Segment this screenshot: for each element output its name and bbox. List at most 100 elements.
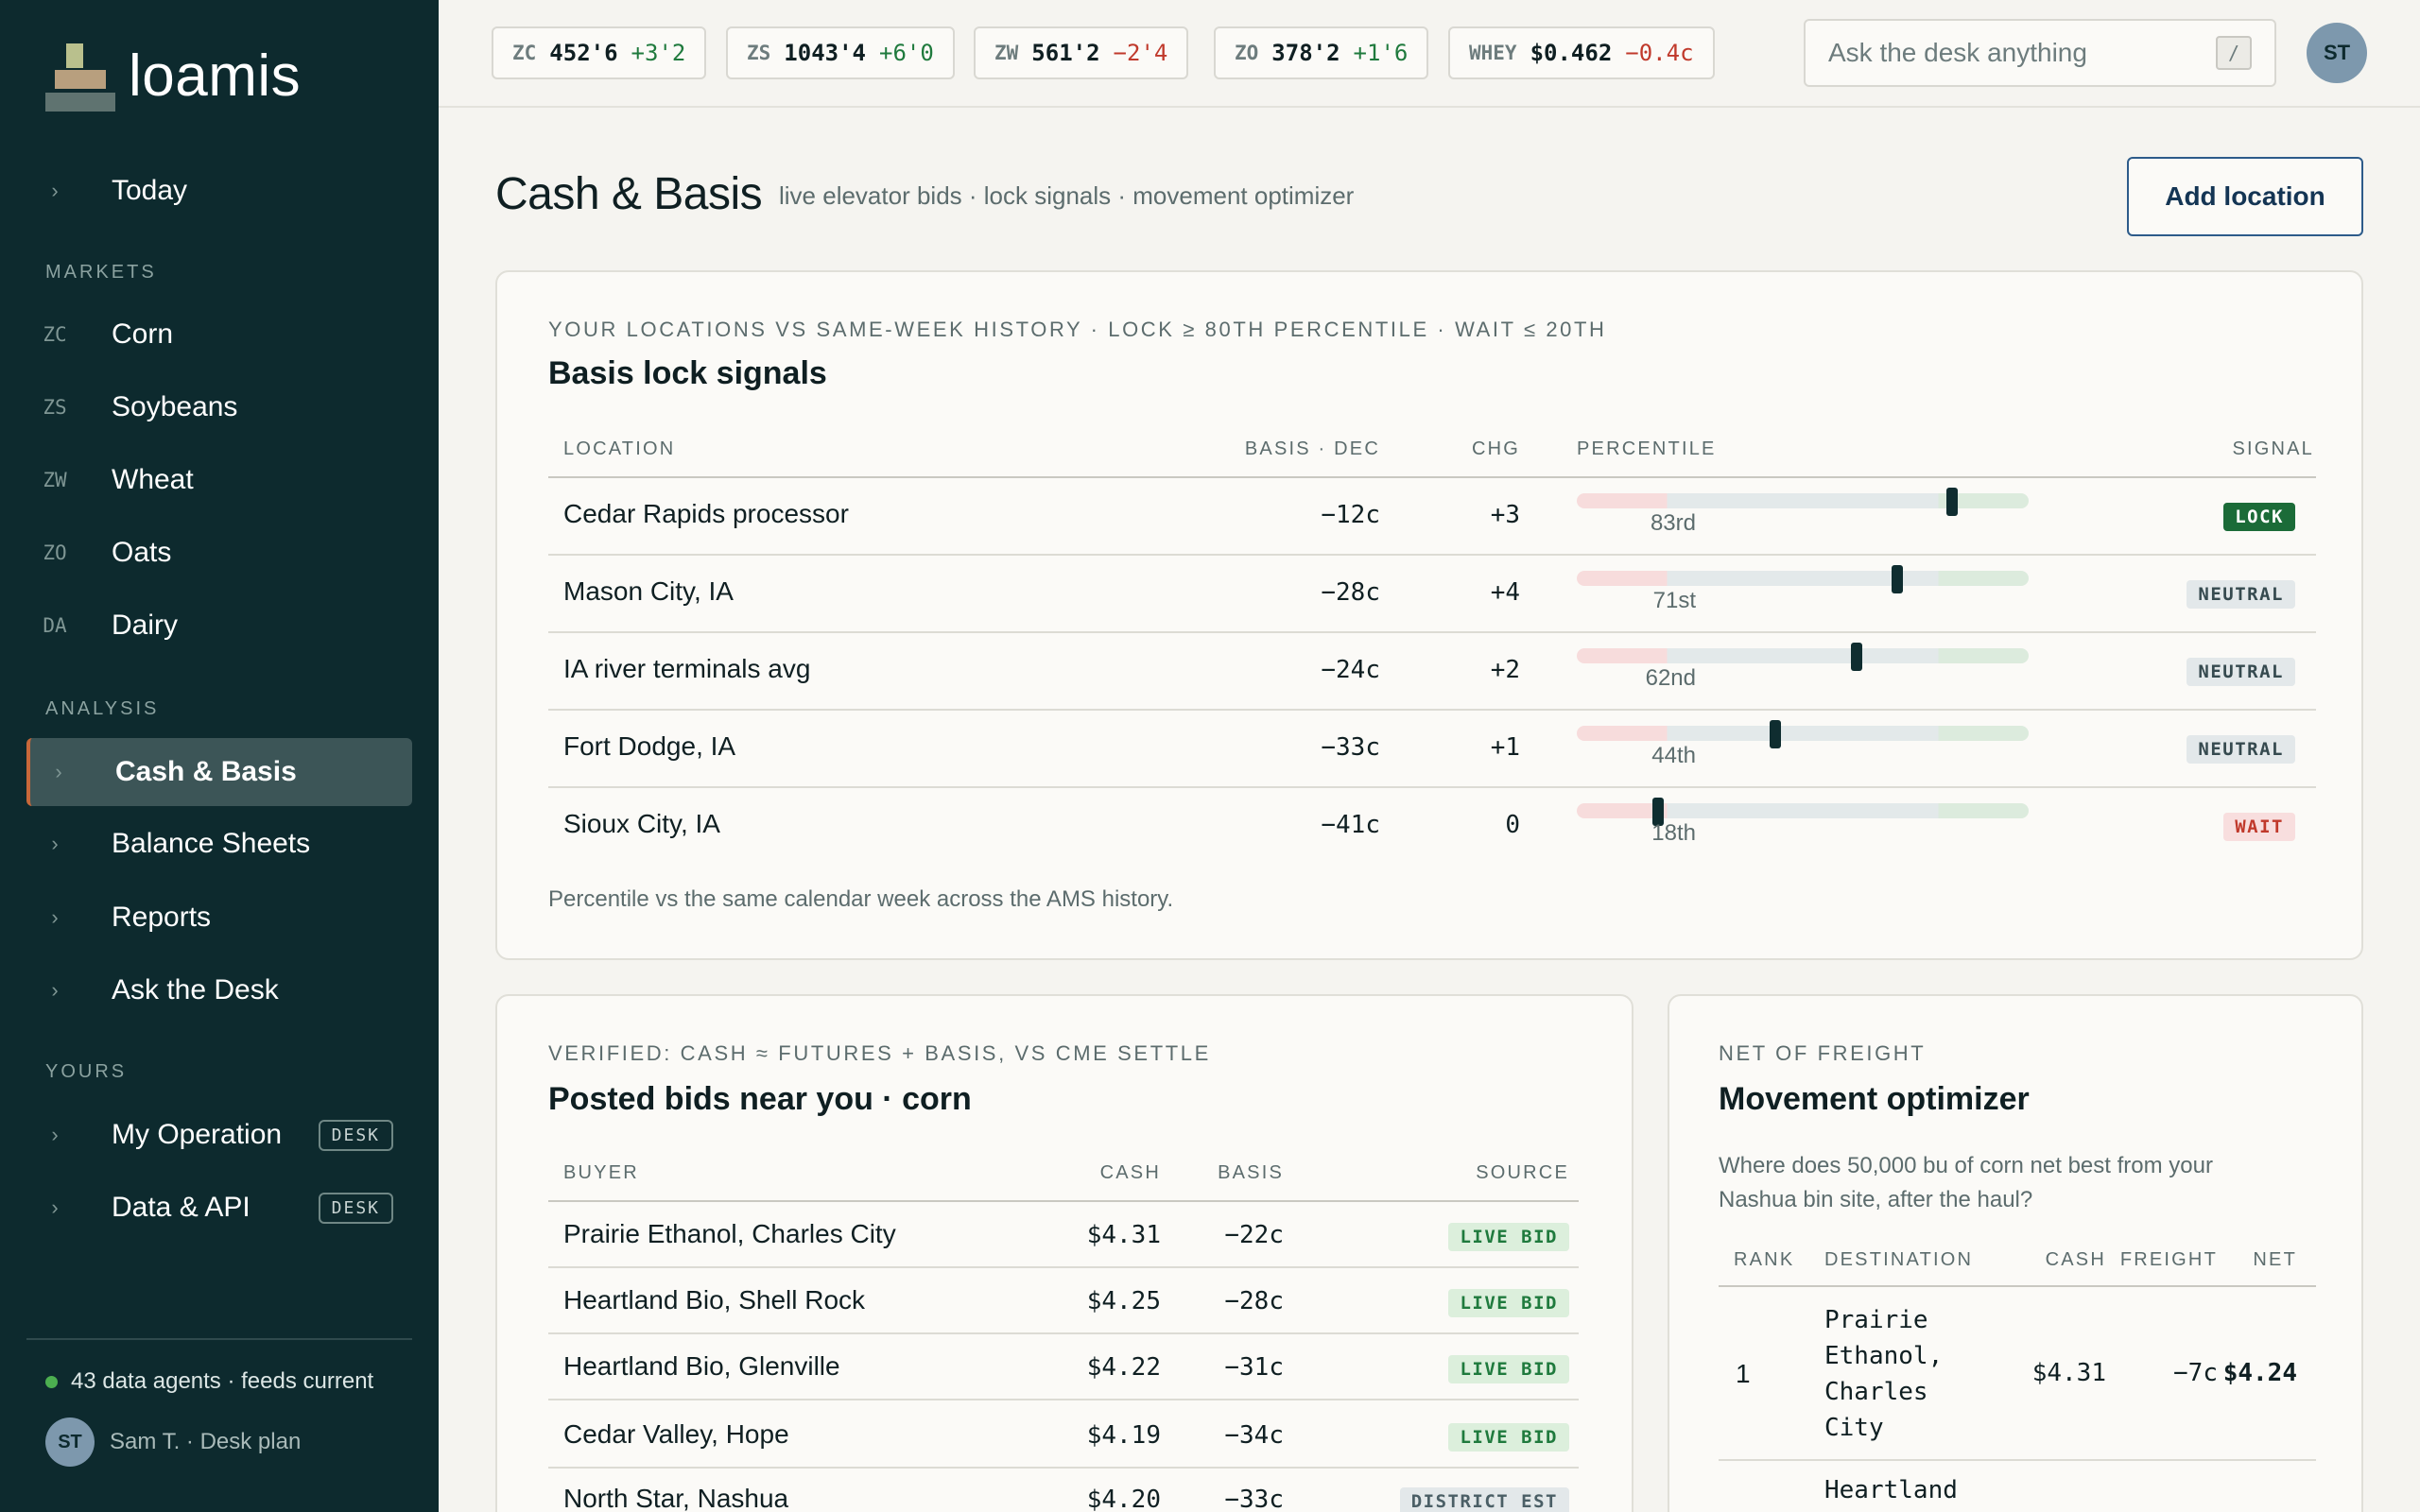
rank-cell: 1 xyxy=(1736,1359,1751,1388)
destination-cell: Heartland xyxy=(1824,1476,1958,1504)
buyer-cell: Heartland Bio, Shell Rock xyxy=(563,1285,866,1314)
net-cell: $4.24 xyxy=(2222,1359,2297,1387)
shortcut-key: / xyxy=(2216,36,2252,70)
nav-market-wheat[interactable]: ZW Wheat xyxy=(26,446,412,514)
column-header: DESTINATION xyxy=(1824,1249,1974,1270)
nav-cash-basis[interactable]: › Cash & Basis xyxy=(26,738,412,806)
nav-market-soybeans[interactable]: ZS Soybeans xyxy=(26,373,412,441)
basis-cell: −28c xyxy=(1224,1287,1284,1315)
signal-badge: LOCK xyxy=(2223,503,2295,531)
chg-cell: +2 xyxy=(1490,656,1520,684)
market-code: ZS xyxy=(43,396,67,419)
user-plan-label: Sam T. · Desk plan xyxy=(110,1429,302,1454)
avatar: ST xyxy=(45,1418,95,1467)
column-header: BUYER xyxy=(563,1162,639,1183)
brand-logo[interactable]: loamis xyxy=(45,38,301,113)
nav-label: Balance Sheets xyxy=(112,828,311,859)
column-header: PERCENTILE xyxy=(1577,438,1717,459)
page-subtitle: live elevator bids · lock signals · move… xyxy=(779,181,1355,210)
column-header: SIGNAL xyxy=(2232,438,2314,459)
nav-reports[interactable]: › Reports xyxy=(26,884,412,952)
cash-cell: $4.19 xyxy=(1086,1421,1161,1450)
column-header: RANK xyxy=(1734,1249,1795,1270)
percentile-marker xyxy=(1851,643,1863,671)
ticker-symbol: WHEY xyxy=(1469,42,1517,64)
column-header: BASIS · DEC xyxy=(1244,438,1380,459)
market-code: ZO xyxy=(43,541,67,564)
add-location-button[interactable]: Add location xyxy=(2127,157,2363,236)
ticker-zc[interactable]: ZC 452'6 +3'2 xyxy=(492,26,707,79)
nav-market-oats[interactable]: ZO Oats xyxy=(26,519,412,587)
search-box[interactable]: / xyxy=(1804,19,2276,87)
ticker-symbol: ZC xyxy=(512,42,537,64)
logo-mark-icon xyxy=(45,38,115,113)
percentile-marker xyxy=(1770,720,1782,748)
feed-status: 43 data agents · feeds current xyxy=(45,1368,373,1395)
market-label: Oats xyxy=(112,537,172,568)
header-divider xyxy=(548,476,2316,478)
buyer-cell: Prairie Ethanol, Charles City xyxy=(563,1219,896,1248)
card-eyebrow: VERIFIED: CASH ≈ FUTURES + BASIS, VS CME… xyxy=(548,1041,1211,1065)
page-title: Cash & Basis xyxy=(495,169,763,219)
row-divider xyxy=(548,786,2316,788)
chg-cell: +4 xyxy=(1490,578,1520,607)
nav-data-api[interactable]: › Data & API DESK xyxy=(26,1174,412,1242)
market-label: Dairy xyxy=(112,610,179,641)
ticker-symbol: ZS xyxy=(747,42,771,64)
header-divider xyxy=(548,1200,1579,1202)
destination-cell: Prairie Ethanol, Charles City xyxy=(1824,1302,1943,1446)
column-header: CASH xyxy=(1099,1162,1161,1183)
feed-status-text: 43 data agents · feeds current xyxy=(71,1368,374,1394)
avatar[interactable]: ST xyxy=(2307,23,2367,83)
column-header: BASIS xyxy=(1218,1162,1284,1183)
basis-cell: −28c xyxy=(1321,578,1380,607)
ticker-symbol: ZW xyxy=(994,42,1019,64)
ticker-zs[interactable]: ZS 1043'4 +6'0 xyxy=(726,26,955,79)
location-cell: IA river terminals avg xyxy=(563,654,811,683)
row-divider xyxy=(548,709,2316,711)
nav-my-operation[interactable]: › My Operation DESK xyxy=(26,1101,412,1169)
column-header: CHG xyxy=(1471,438,1520,459)
percentile-bar xyxy=(1577,648,2029,663)
percentile-bar xyxy=(1577,726,2029,741)
nav-label: Ask the Desk xyxy=(112,974,279,1005)
search-input[interactable] xyxy=(1828,38,2187,68)
top-bar: ZC 452'6 +3'2 ZS 1043'4 +6'0 ZW 561'2 −2… xyxy=(439,0,2420,108)
nav-today[interactable]: › Today xyxy=(26,157,412,225)
destination-line: Charles xyxy=(1824,1378,1928,1406)
market-label: Corn xyxy=(112,318,174,350)
nav-market-dairy[interactable]: DA Dairy xyxy=(26,592,412,660)
buyer-cell: Heartland Bio, Glenville xyxy=(563,1351,840,1381)
ticker-change: +1'6 xyxy=(1353,40,1409,66)
ticker-whey[interactable]: WHEY $0.462 −0.4c xyxy=(1448,26,1715,79)
destination-line: Ethanol, xyxy=(1824,1342,1944,1370)
percentile-marker xyxy=(1892,565,1904,593)
chg-cell: +3 xyxy=(1490,501,1520,529)
ticker-price: 378'2 xyxy=(1271,40,1340,66)
nav-market-corn[interactable]: ZC Corn xyxy=(26,301,412,369)
ticker-zo[interactable]: ZO 378'2 +1'6 xyxy=(1214,26,1429,79)
section-yours: YOURS xyxy=(45,1061,128,1082)
column-header: SOURCE xyxy=(1476,1162,1569,1183)
source-badge: LIVE BID xyxy=(1448,1223,1569,1251)
percentile-marker xyxy=(1652,798,1665,826)
percentile-label: 62nd xyxy=(1645,665,1696,691)
nav-ask-the-desk[interactable]: › Ask the Desk xyxy=(26,956,412,1024)
status-dot-icon xyxy=(45,1375,58,1388)
freight-cell: −7c xyxy=(2173,1359,2218,1387)
nav-label: Cash & Basis xyxy=(115,756,297,787)
sidebar-user[interactable]: ST Sam T. · Desk plan xyxy=(45,1418,301,1467)
ticker-price: 561'2 xyxy=(1031,40,1100,66)
ticker-zw[interactable]: ZW 561'2 −2'4 xyxy=(974,26,1189,79)
header-divider xyxy=(1719,1285,2316,1287)
location-cell: Cedar Rapids processor xyxy=(563,499,849,528)
market-code: DA xyxy=(43,614,67,637)
signal-badge: NEUTRAL xyxy=(2187,580,2295,609)
nav-label: Data & API xyxy=(112,1192,251,1223)
buyer-cell: Cedar Valley, Hope xyxy=(563,1419,789,1449)
nav-balance-sheets[interactable]: › Balance Sheets xyxy=(26,810,412,878)
ticker-change: −0.4c xyxy=(1625,40,1694,66)
nav-label: Reports xyxy=(112,902,212,933)
chevron-right-icon: › xyxy=(51,978,59,1002)
source-badge: LIVE BID xyxy=(1448,1355,1569,1383)
